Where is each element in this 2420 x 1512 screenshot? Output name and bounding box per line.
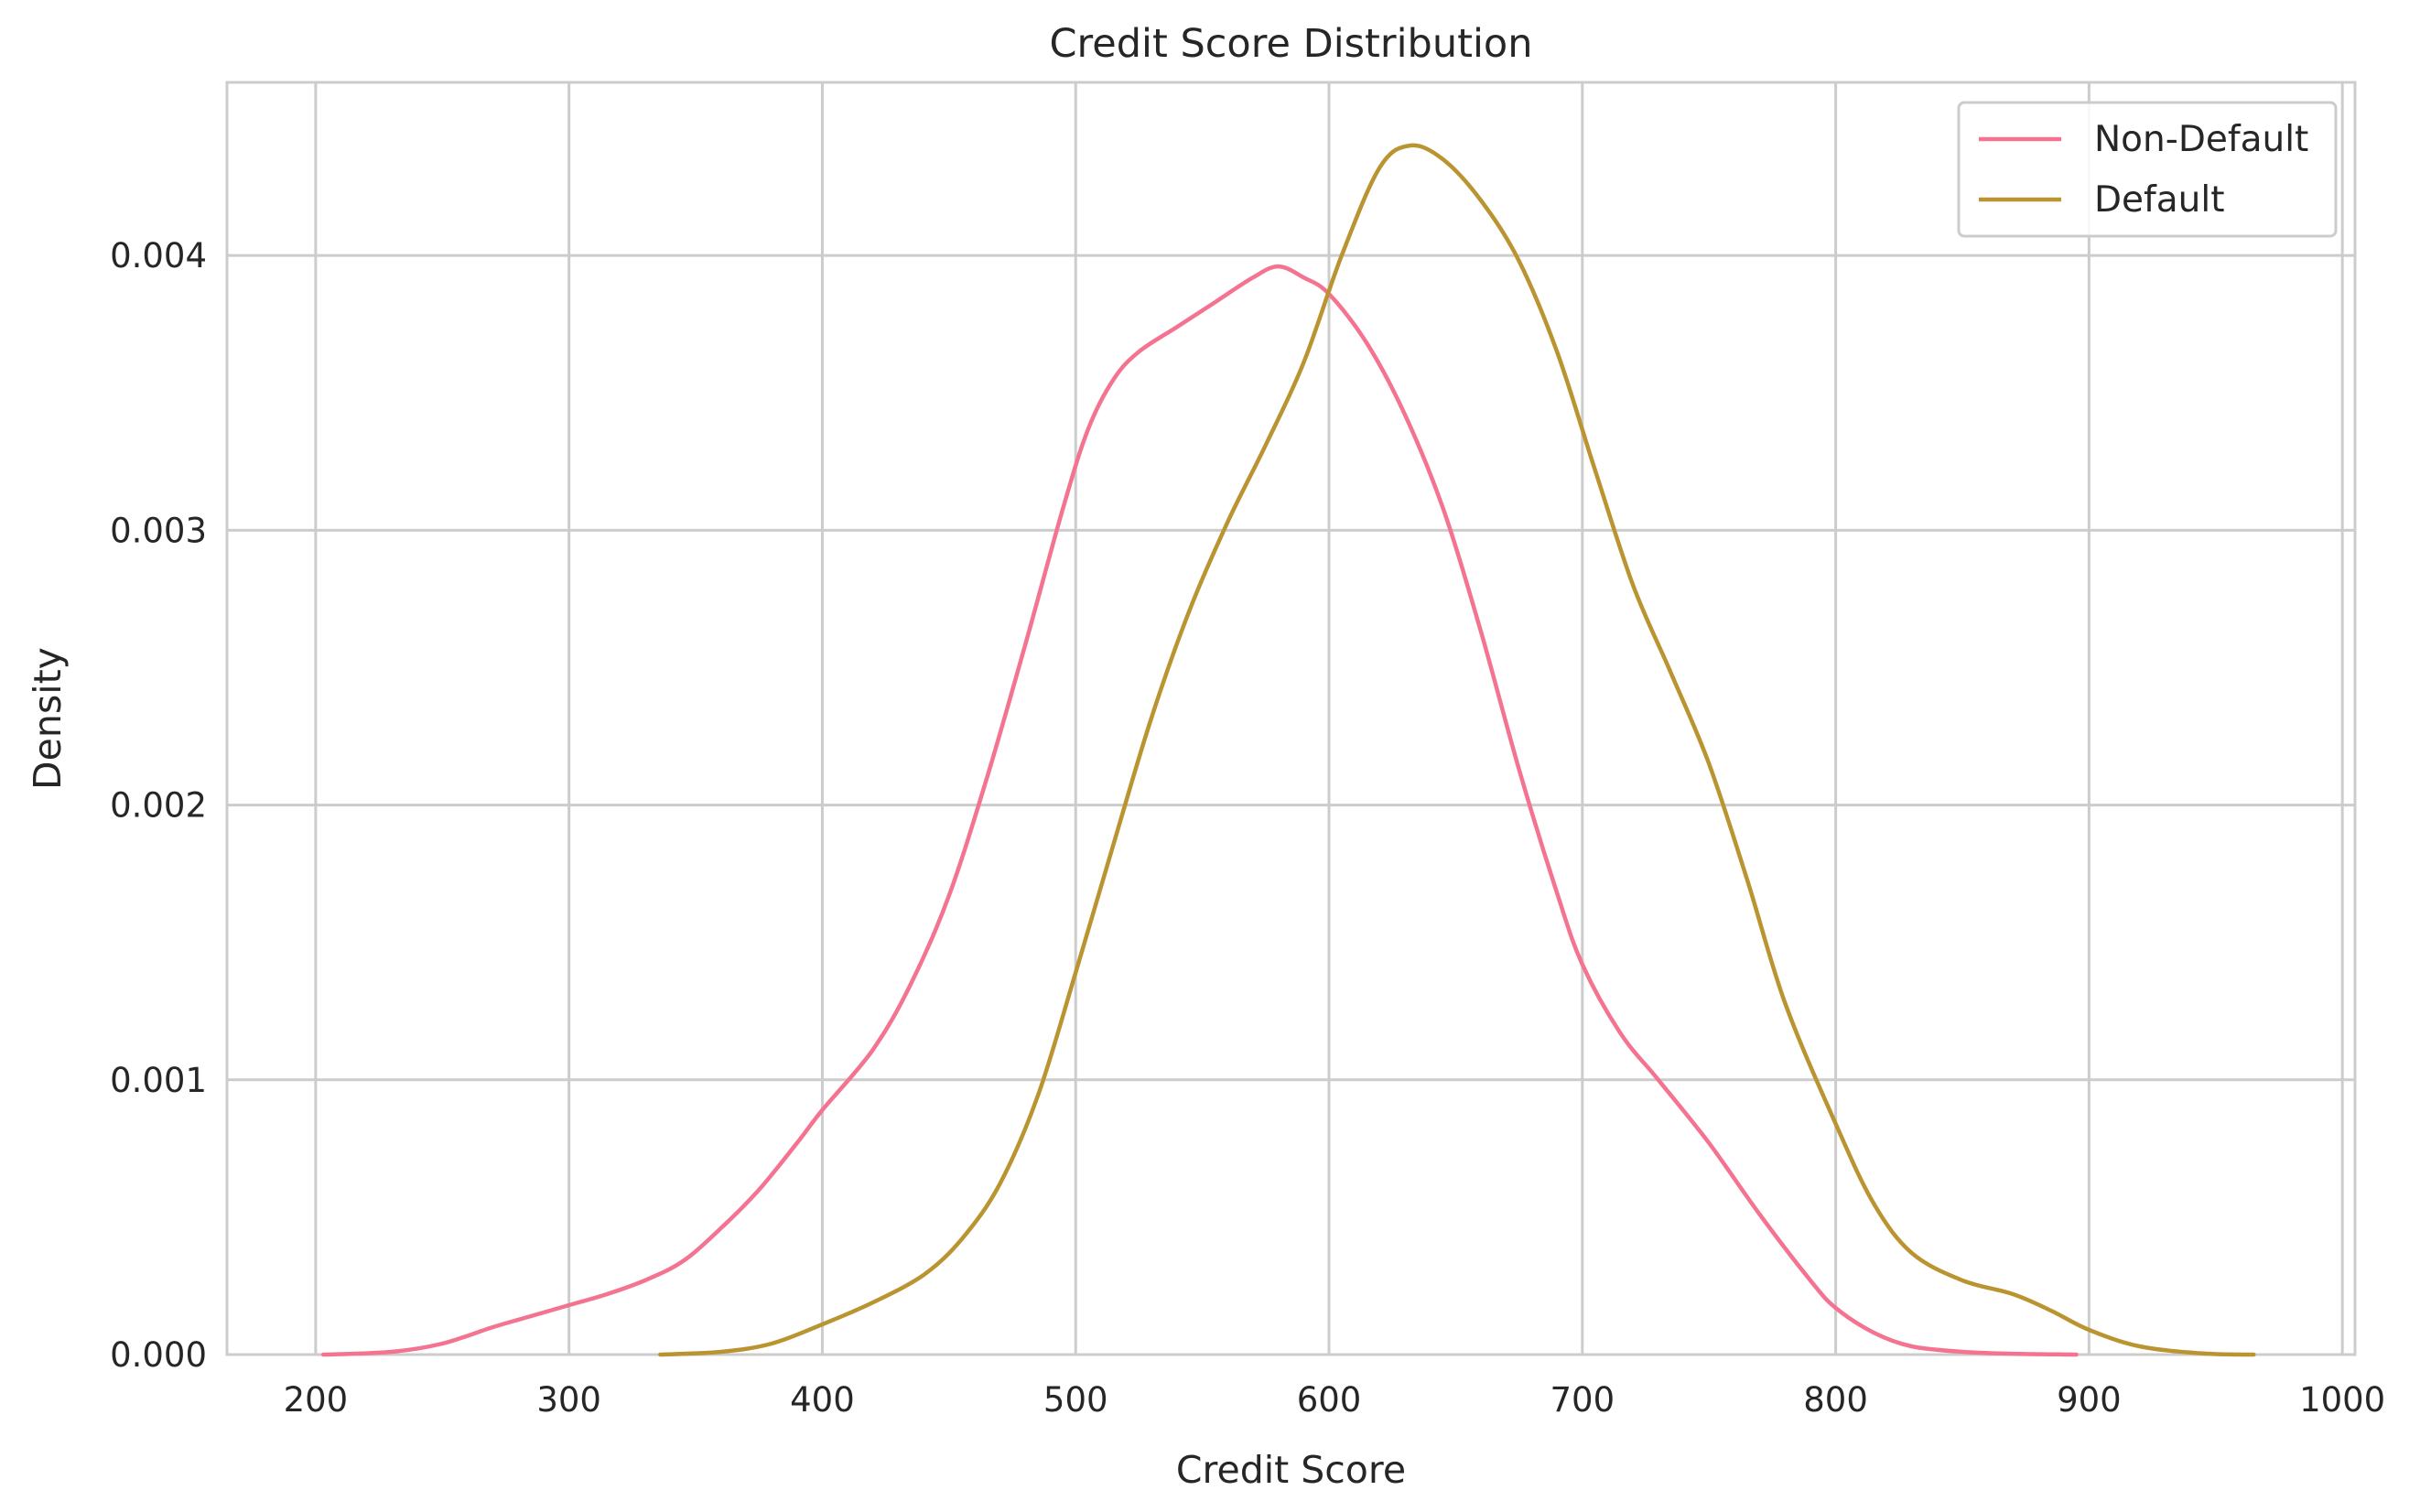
legend-label: Non-Default <box>2094 119 2308 160</box>
x-tick-label: 600 <box>1297 1380 1362 1420</box>
x-tick-label: 900 <box>2057 1380 2122 1420</box>
x-tick-label: 800 <box>1803 1380 1868 1420</box>
x-tick-label: 700 <box>1550 1380 1615 1420</box>
y-tick-label: 0.000 <box>110 1335 207 1375</box>
grid-layer <box>227 82 2355 1356</box>
y-tick-label: 0.001 <box>110 1061 207 1100</box>
series-line-default <box>658 143 2256 1357</box>
legend-label: Default <box>2094 179 2225 221</box>
y-tick-label: 0.002 <box>110 786 207 826</box>
y-tick-label: 0.004 <box>110 236 207 275</box>
legend: Non-Default Default <box>1957 101 2338 238</box>
series-line-non-default <box>320 264 2079 1357</box>
x-axis-label: Credit Score <box>1176 1448 1406 1492</box>
x-tick-label: 200 <box>284 1380 349 1420</box>
plot-frame <box>225 81 2357 1356</box>
chart-title: Credit Score Distribution <box>1050 21 1533 67</box>
x-tick-label: 1000 <box>2299 1380 2385 1420</box>
y-axis-label: Density <box>26 647 70 790</box>
x-tick-label: 300 <box>536 1380 601 1420</box>
series-layer <box>320 143 2256 1357</box>
y-tick-label: 0.003 <box>110 511 207 550</box>
ticks-layer: 200 300 400 500 600 700 800 900 1000 0.000 0.001 0.… <box>110 236 2385 1420</box>
x-tick-label: 500 <box>1043 1380 1108 1420</box>
x-tick-label: 400 <box>790 1380 855 1420</box>
legend-box <box>1957 101 2338 238</box>
